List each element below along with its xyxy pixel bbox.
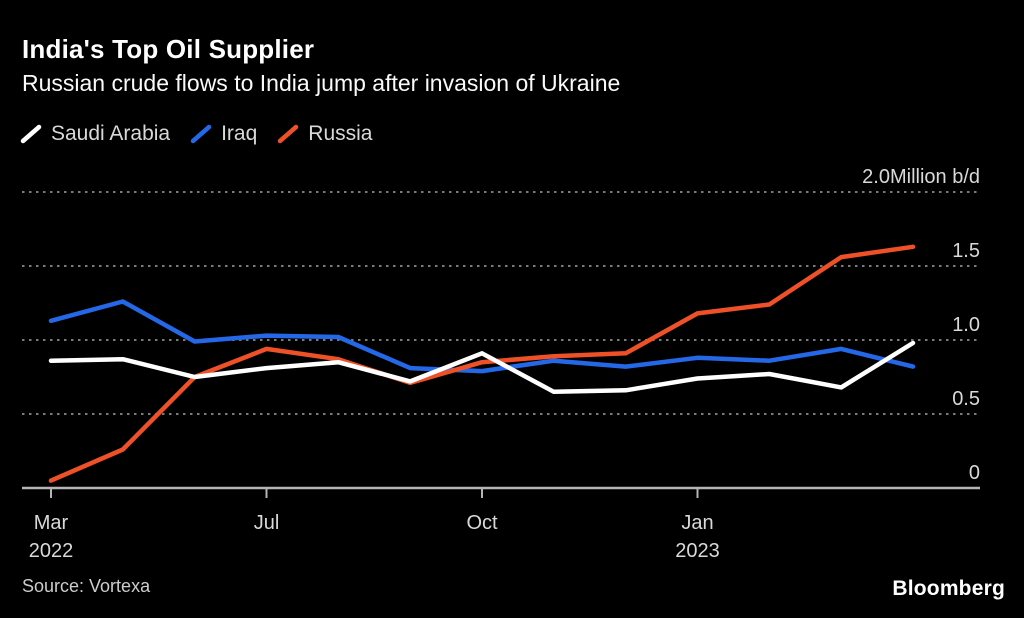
legend-label: Iraq: [221, 122, 258, 145]
legend-label: Russia: [308, 122, 373, 145]
x-axis-tick-label: Jul: [254, 512, 280, 534]
legend-item-saudi-arabia: Saudi Arabia: [20, 122, 170, 146]
y-axis-tick-label: 0.5: [952, 388, 980, 410]
series-line-saudi-arabia: [48, 340, 916, 395]
x-axis-tick-label: Oct: [466, 512, 498, 534]
line-swatch-icon: [278, 124, 299, 144]
x-axis-tick-label: Jan: [681, 512, 713, 534]
bloomberg-logo: Bloomberg: [892, 577, 1005, 600]
y-axis-tick-label: 1.0: [952, 314, 980, 336]
x-axis-tick-label: Mar: [34, 512, 69, 534]
x-axis-tick-year-label: 2023: [675, 540, 720, 562]
legend-item-iraq: Iraq: [190, 122, 257, 146]
series-line-russia: [48, 244, 916, 483]
line-swatch-icon: [190, 124, 212, 144]
legend-label: Saudi Arabia: [51, 122, 171, 145]
line-swatch-icon: [20, 124, 42, 144]
chart-subtitle: Russian crude flows to India jump after …: [22, 70, 621, 96]
legend-item-russia: Russia: [277, 122, 372, 146]
page-title: India's Top Oil Supplier: [22, 34, 315, 64]
source-credit: Source: Vortexa: [22, 576, 151, 596]
y-axis-tick-label: 1.5: [952, 240, 980, 262]
chart-legend: Saudi Arabia Iraq Russia: [20, 122, 372, 146]
x-axis-tick-year-label: 2022: [29, 540, 74, 562]
series-line-iraq: [48, 299, 916, 374]
y-axis-tick-label: 0: [969, 462, 980, 484]
y-axis-tick-label: 2.0Million b/d: [862, 166, 980, 188]
